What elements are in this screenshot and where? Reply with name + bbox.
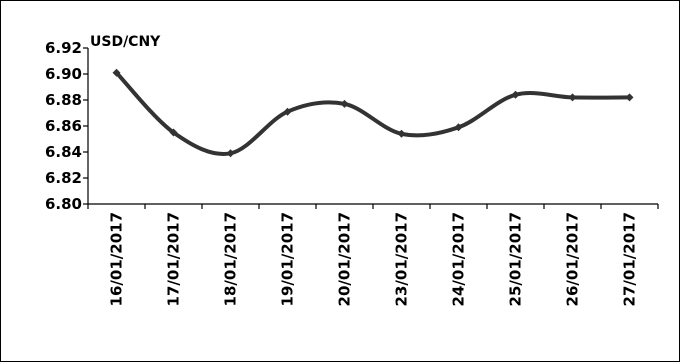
x-axis: 16/01/2017 17/01/2017 18/01/2017 19/01/2017… <box>87 203 659 306</box>
y-tick-label: 6.88 <box>45 91 82 109</box>
x-tick-label: 18/01/2017 <box>222 212 240 306</box>
y-axis: 6.80 6.82 6.84 6.86 6.88 6.90 6.92 <box>45 39 89 213</box>
y-tick-label: 6.84 <box>45 143 82 161</box>
data-point-marker <box>283 107 292 116</box>
y-tick-label: 6.86 <box>45 117 82 135</box>
data-point-marker <box>112 68 121 77</box>
x-tick-label: 26/01/2017 <box>564 212 582 306</box>
series-line <box>114 70 632 156</box>
series-label: USD/CNY <box>90 34 161 50</box>
x-tick-label: 23/01/2017 <box>393 212 411 306</box>
data-point-marker <box>511 90 520 99</box>
data-point-marker <box>568 93 577 102</box>
y-tick-label: 6.92 <box>45 39 82 57</box>
data-point-marker <box>454 123 463 132</box>
y-tick-label: 6.80 <box>45 195 82 213</box>
data-point-marker <box>397 129 406 138</box>
x-tick-label: 24/01/2017 <box>450 212 468 306</box>
series-layer <box>112 68 634 158</box>
y-tick-label: 6.90 <box>45 65 82 83</box>
x-tick-label: 17/01/2017 <box>165 212 183 306</box>
data-point-marker <box>169 128 178 137</box>
x-tick-label: 16/01/2017 <box>108 212 126 306</box>
x-tick-label: 27/01/2017 <box>621 212 639 306</box>
y-tick-label: 6.82 <box>45 169 82 187</box>
data-point-marker <box>625 93 634 102</box>
x-tick-label: 19/01/2017 <box>279 212 297 306</box>
data-point-marker <box>226 149 235 158</box>
x-tick-label: 25/01/2017 <box>507 212 525 306</box>
x-tick-label: 20/01/2017 <box>336 212 354 306</box>
data-point-marker <box>340 99 349 108</box>
